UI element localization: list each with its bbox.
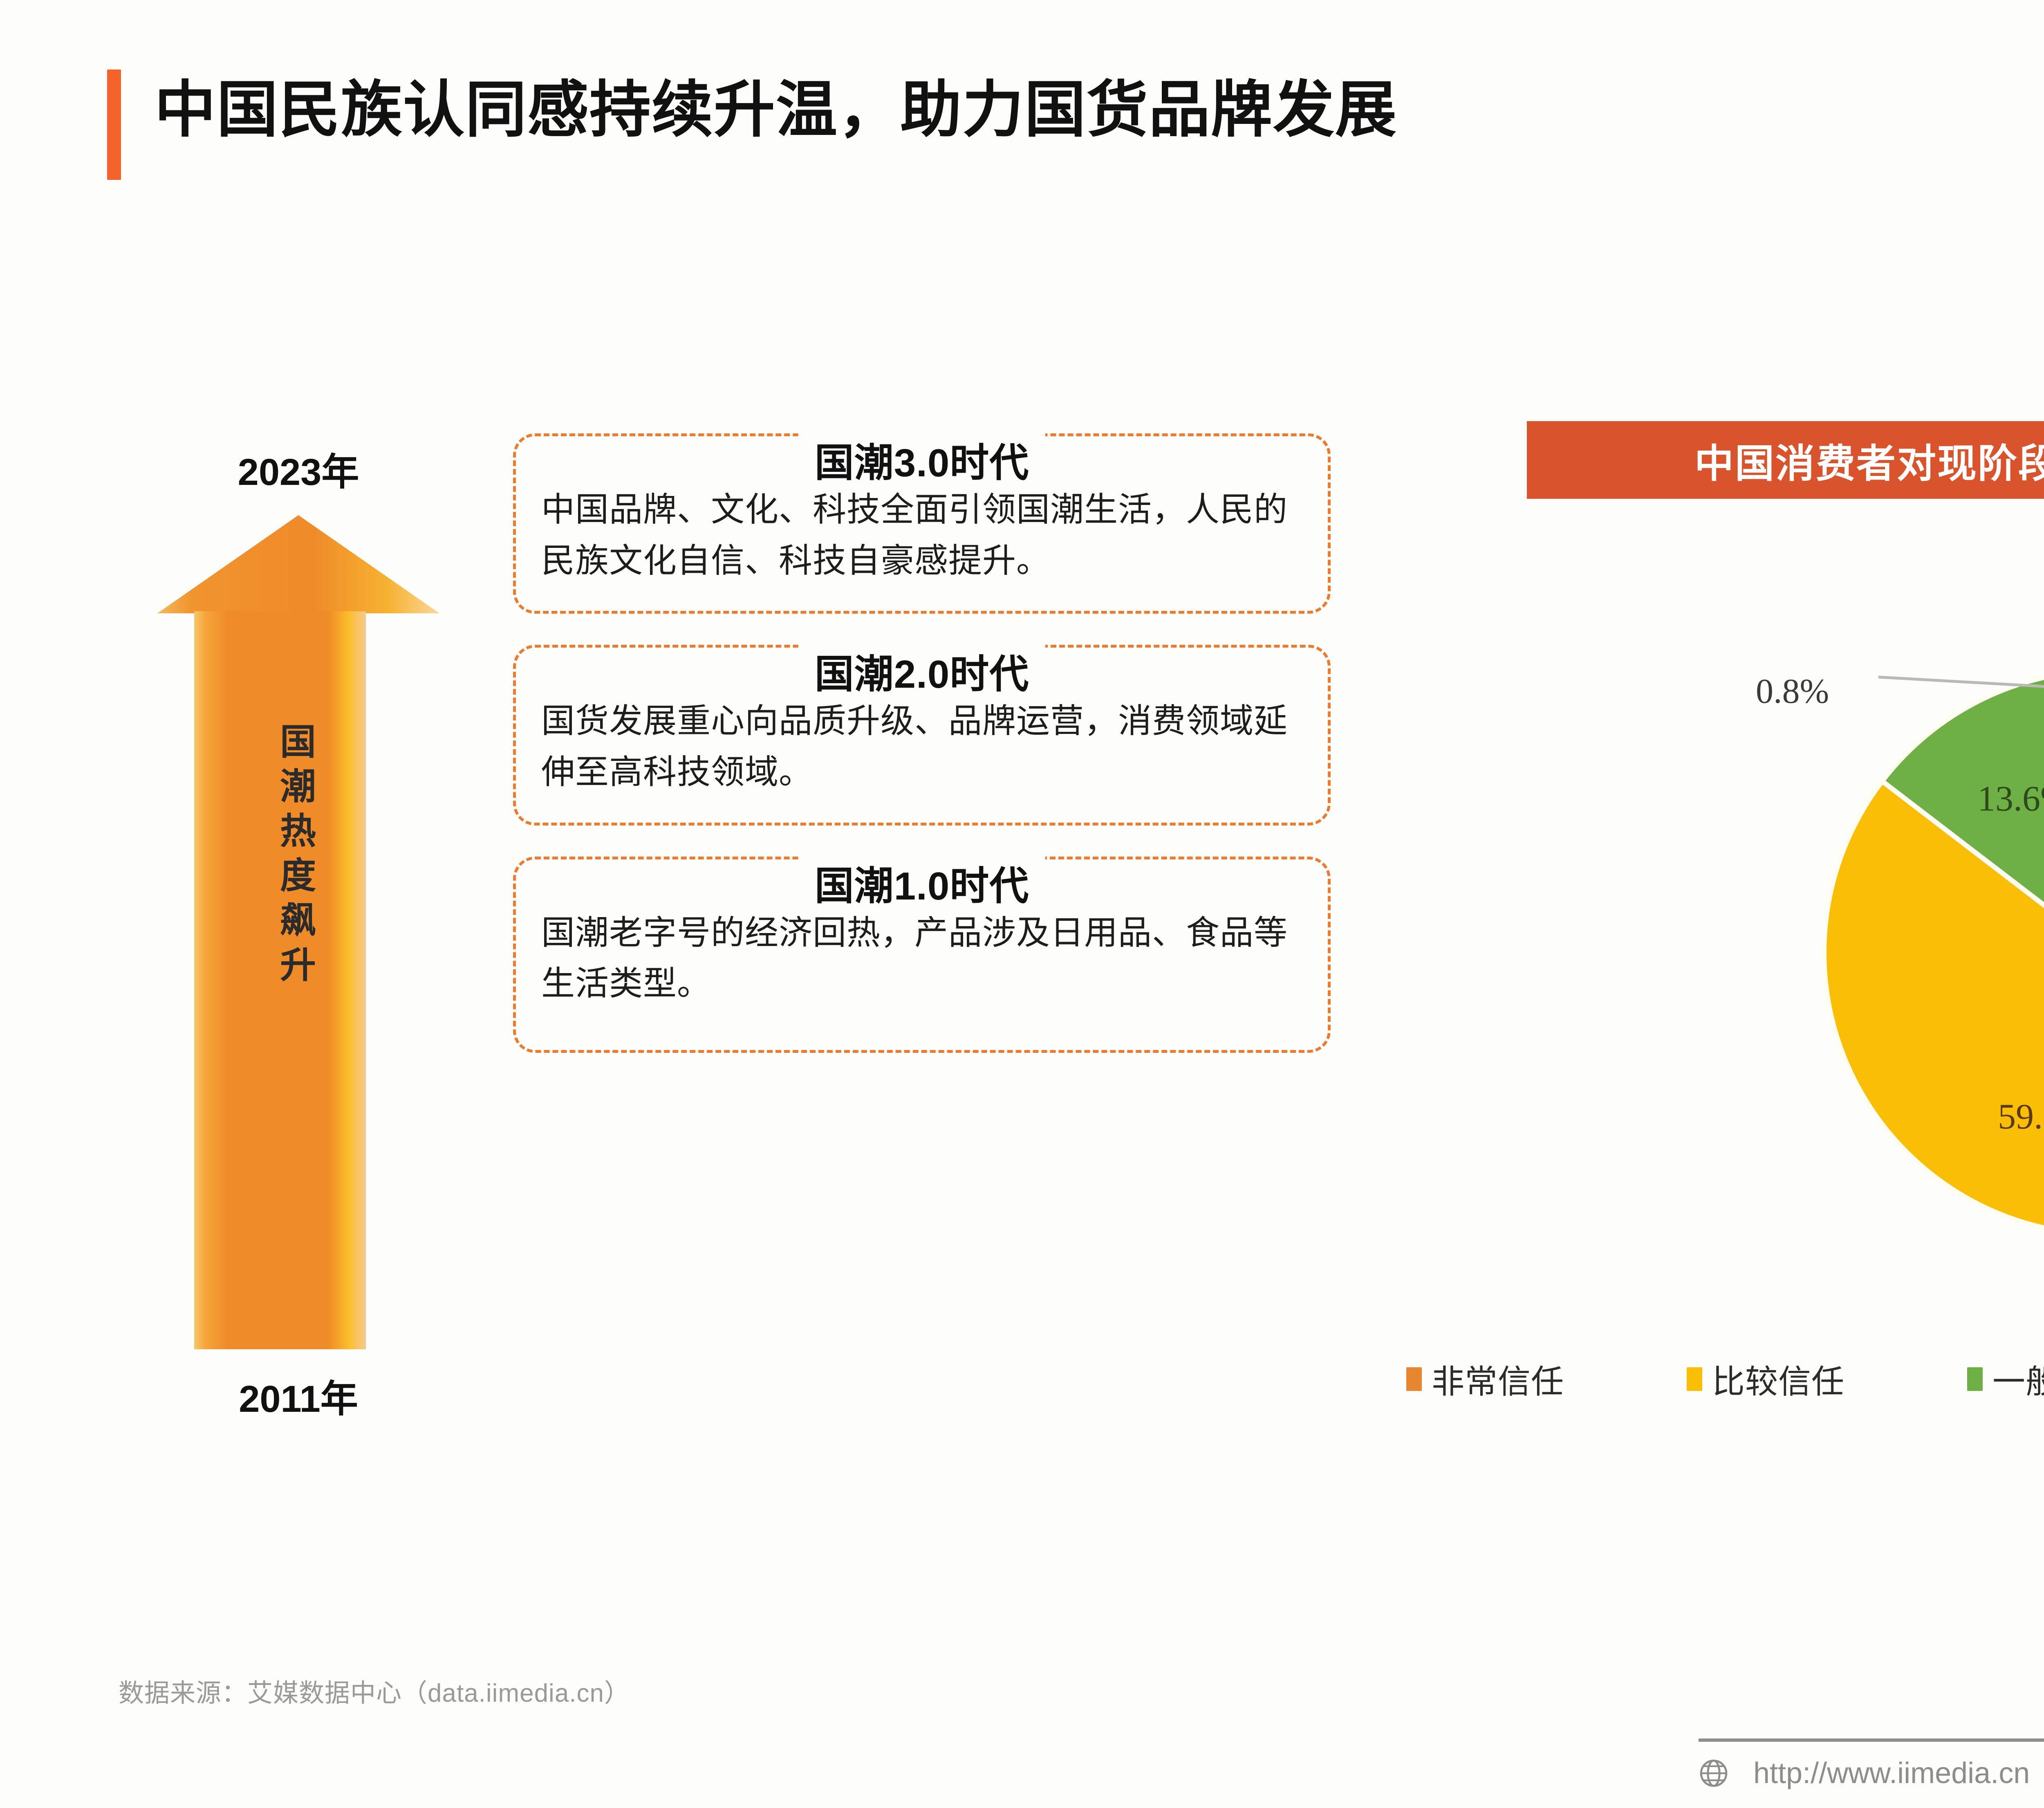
arrow-label-char-5: 升: [280, 944, 317, 985]
up-arrow-icon: 国 潮 热 度 飙 升: [155, 491, 442, 1374]
chart-title-bar: 中国消费者对现阶段国产品牌的质量信任程度: [1527, 421, 2044, 499]
pie-chart: 26.1%59.3%13.6% 0.8% 0.2%: [1527, 548, 2044, 1349]
arrow-label-char-1: 潮: [280, 766, 317, 807]
timeline-arrow-group: 2023年: [155, 442, 442, 1423]
era-card-body: 中国品牌、文化、科技全面引领国潮生活，人民的民族文化自信、科技自豪感提升。: [541, 491, 1288, 579]
pie-slice-value-label: 59.3%: [1998, 1097, 2044, 1137]
chart-panel: 中国消费者对现阶段国产品牌的质量信任程度 26.1%59.3%13.6% 0.8…: [1527, 421, 2044, 1443]
era-card-body: 国货发展重心向品质升级、品牌运营，消费领域延伸至高科技领域。: [541, 702, 1288, 791]
timeline-year-top: 2023年: [238, 451, 359, 493]
era-card: 国潮老字号的经济回热，产品涉及日用品、食品等生活类型。 国潮1.0时代: [513, 854, 1331, 1053]
arrow-label-char-0: 国: [280, 722, 317, 762]
timeline-year-bottom: 2011年: [239, 1378, 358, 1420]
globe-icon: [1700, 1759, 1728, 1787]
footer-bar: http://www.iimedia.cn ©2024 iiMedia Rese…: [1699, 1751, 2044, 1796]
era-card-title: 国潮3.0时代: [798, 431, 1046, 488]
era-card-body: 国潮老字号的经济回热，产品涉及日用品、食品等生活类型。: [541, 914, 1288, 1003]
era-card: 中国品牌、文化、科技全面引领国潮生活，人民的民族文化自信、科技自豪感提升。 国潮…: [513, 431, 1331, 614]
legend-swatch-icon: [1687, 1367, 1702, 1391]
pie-slice[interactable]: [1878, 671, 2044, 953]
legend-item[interactable]: 比较信任: [1687, 1355, 1845, 1403]
legend-label: 一般: [1992, 1364, 2044, 1400]
page-title: 中国民族认同感持续升温，助力国货品牌发展: [155, 75, 1398, 144]
legend-label: 比较信任: [1712, 1364, 1845, 1400]
source-note: 数据来源：艾媒数据中心（data.iimedia.cn）: [119, 1679, 630, 1707]
arrow-label-char-4: 飙: [280, 900, 317, 941]
era-card-title: 国潮1.0时代: [798, 854, 1046, 911]
era-card-list: 中国品牌、文化、科技全面引领国潮生活，人民的民族文化自信、科技自豪感提升。 国潮…: [513, 431, 1331, 1084]
era-card-box: 国潮老字号的经济回热，产品涉及日用品、食品等生活类型。: [513, 856, 1331, 1053]
chart-legend: 非常信任 比较信任 一般 比较不信任 非常不信任: [1406, 1355, 2044, 1403]
arrow-label-char-2: 热: [280, 811, 317, 852]
pie-callout-label-low-trust: 0.8%: [1756, 671, 1829, 711]
legend-label: 非常信任: [1432, 1364, 1564, 1400]
era-card-box: 国货发展重心向品质升级、品牌运营，消费领域延伸至高科技领域。: [513, 645, 1331, 825]
era-card: 国货发展重心向品质升级、品牌运营，消费领域延伸至高科技领域。 国潮2.0时代: [513, 642, 1331, 825]
legend-item[interactable]: 一般: [1967, 1355, 2044, 1403]
era-card-title: 国潮2.0时代: [798, 642, 1046, 700]
footer-url[interactable]: http://www.iimedia.cn: [1753, 1757, 2030, 1790]
footer-divider: [1699, 1738, 2044, 1742]
legend-swatch-icon: [1967, 1367, 1983, 1391]
legend-item[interactable]: 非常信任: [1406, 1355, 1564, 1403]
pie-slice-value-label: 13.6%: [1977, 779, 2044, 819]
arrow-vertical-label: 国 潮 热 度 飙 升: [155, 720, 442, 987]
pie-slice[interactable]: [1822, 778, 2044, 1235]
arrow-label-char-3: 度: [280, 855, 317, 896]
title-accent-bar: [107, 70, 121, 180]
legend-swatch-icon: [1406, 1367, 1422, 1391]
slide-header: 中国民族认同感持续升温，助力国货品牌发展 艾 艾媒咨询 iiMedia Rese…: [0, 0, 2044, 229]
